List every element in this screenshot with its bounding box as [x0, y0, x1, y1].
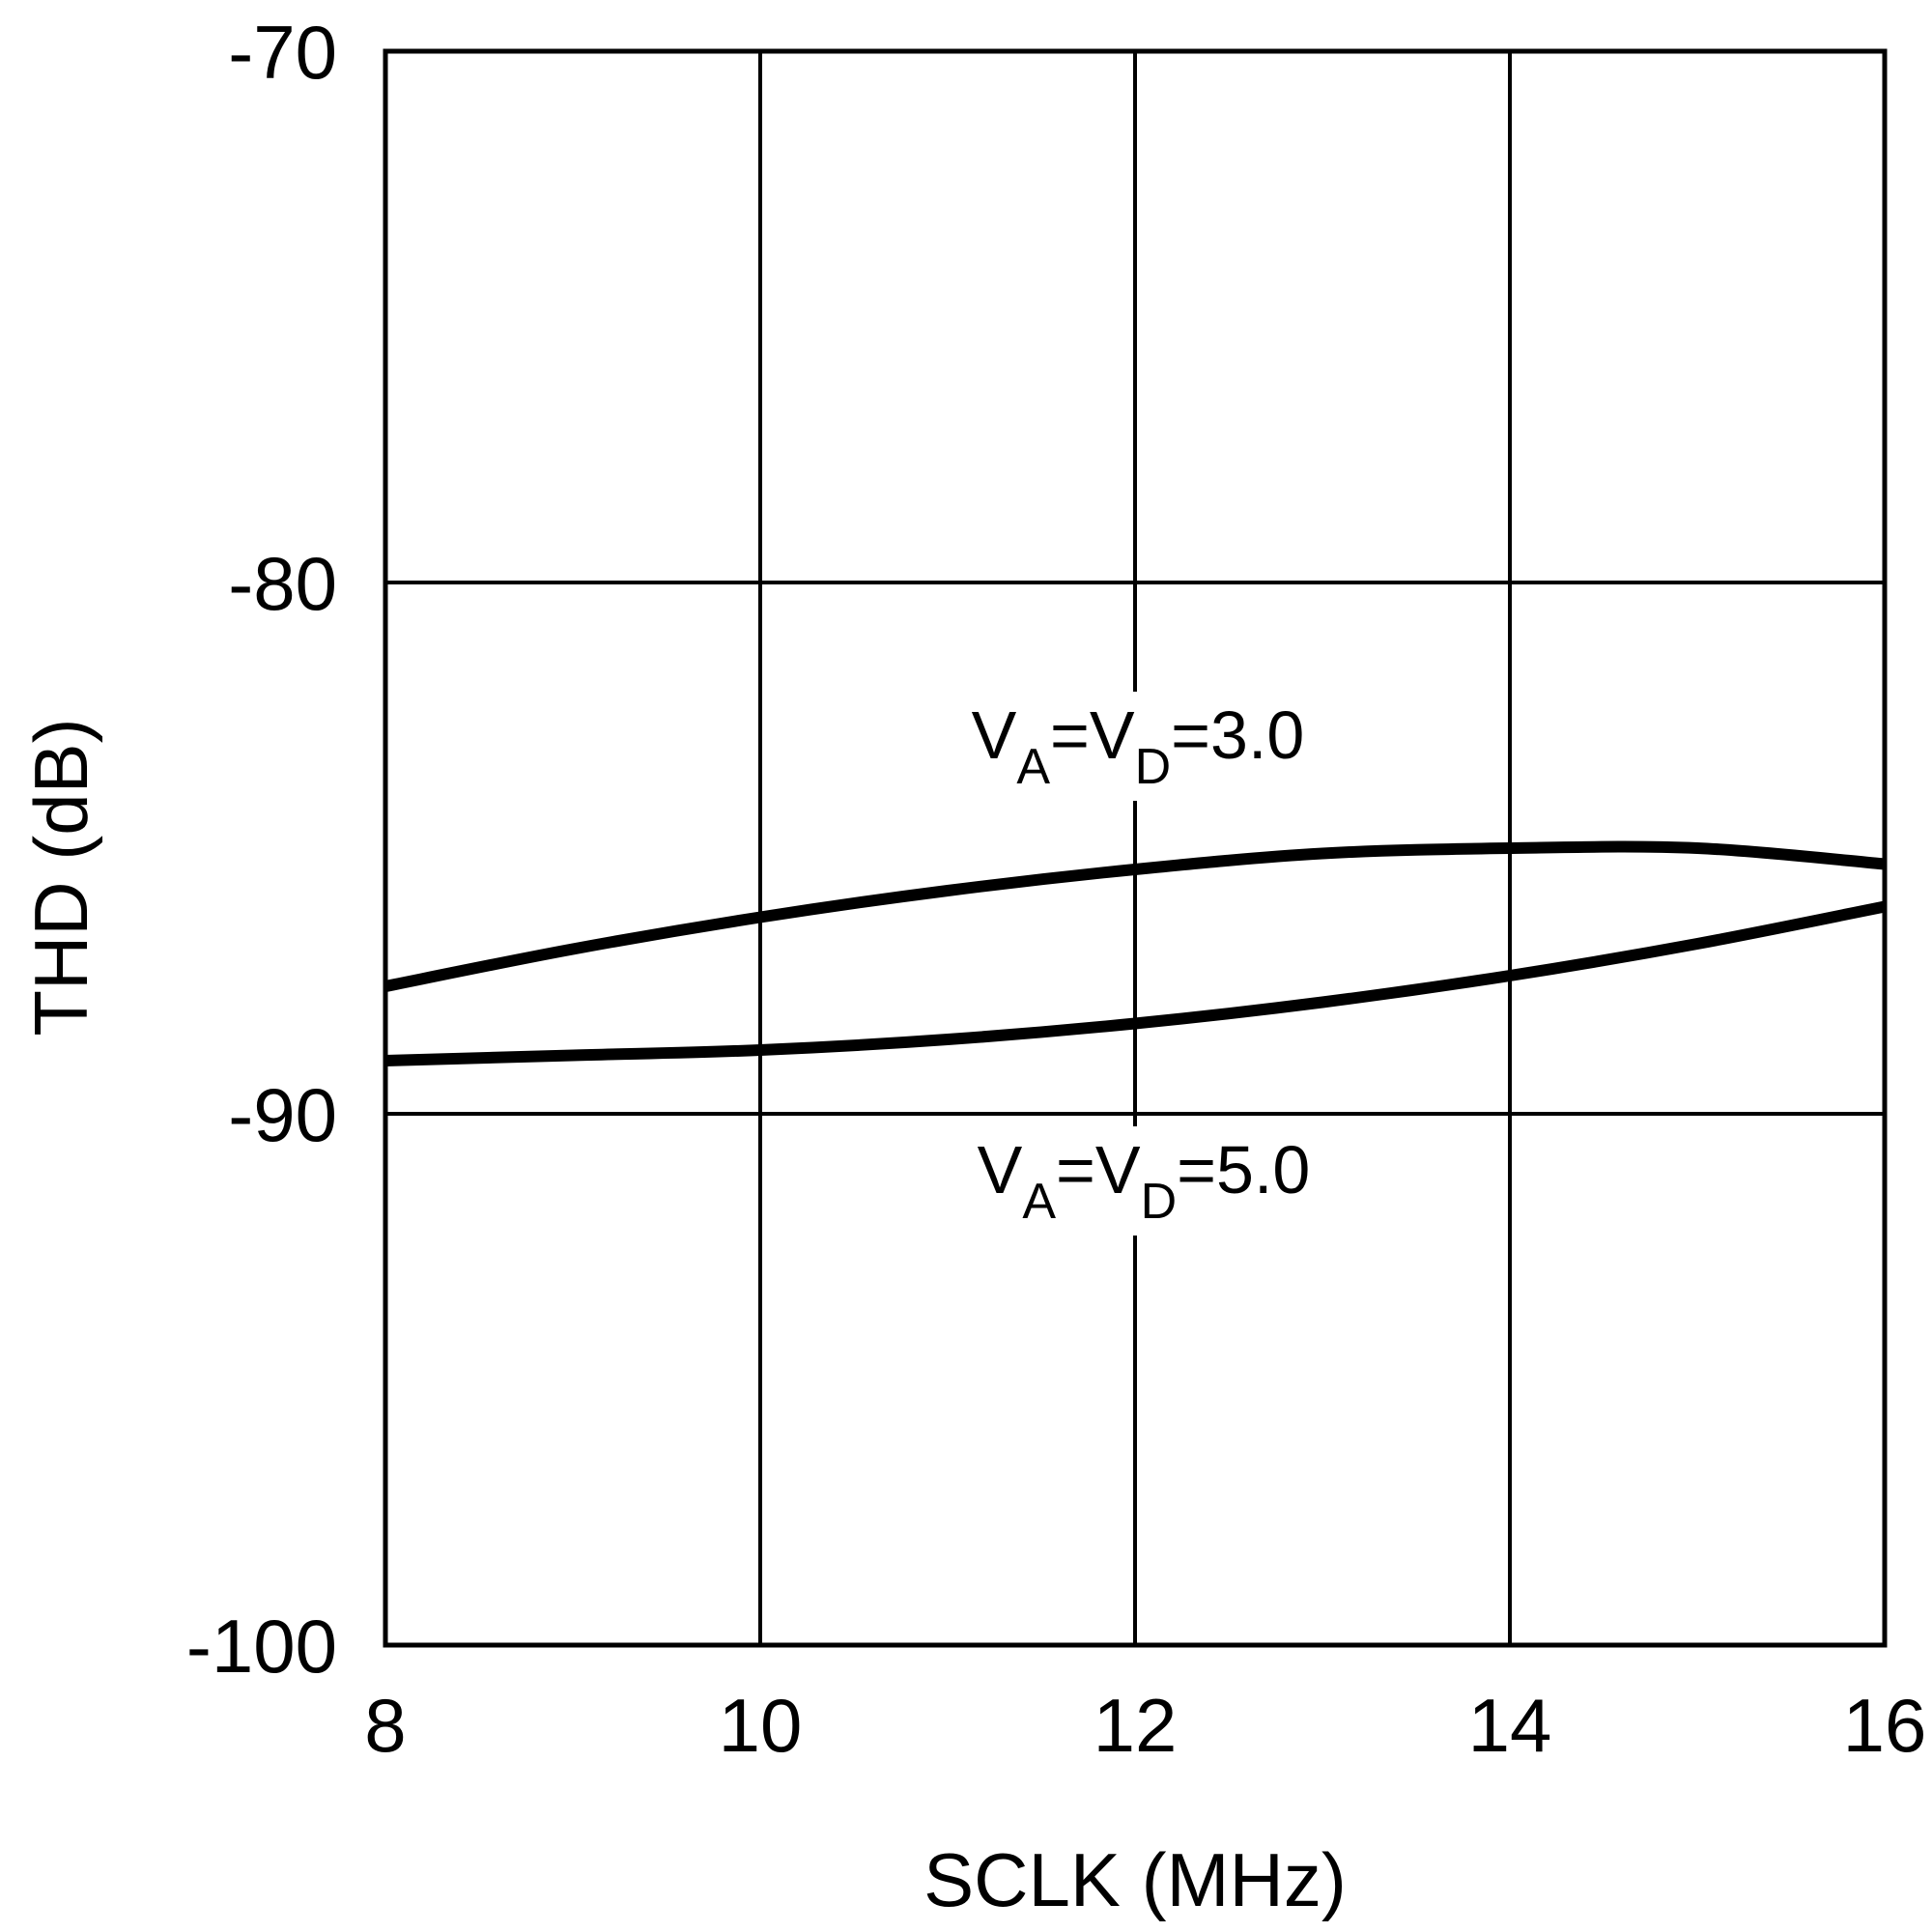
- annotation-backing: [957, 692, 1319, 801]
- plot-frame: [383, 48, 1888, 1648]
- x-tick-label-1: 10: [719, 1683, 803, 1768]
- y-tick-label-3: -100: [186, 1604, 337, 1689]
- annotation-subscript: D: [1141, 1174, 1178, 1230]
- annotation-backing: [963, 1126, 1324, 1236]
- x-axis-label: SCLK (MHz): [923, 1837, 1347, 1922]
- annotation-subscript: A: [1016, 739, 1050, 795]
- annotation-subscript: A: [1022, 1174, 1056, 1230]
- x-tick-label-3: 14: [1468, 1683, 1552, 1768]
- y-axis-label: THD (dB): [18, 718, 103, 1036]
- y-tick-label-2: -90: [228, 1072, 337, 1157]
- x-tick-label-4: 16: [1843, 1683, 1927, 1768]
- y-tick-label-1: -80: [228, 541, 337, 626]
- series-line-1: [384, 900, 1887, 1066]
- curve-annotation-0: VA=VD=3.0: [957, 692, 1319, 801]
- annotation-subscript: D: [1135, 739, 1172, 795]
- curve-annotations: VA=VD=3.0VA=VD=5.0: [957, 692, 1324, 1236]
- x-tick-label-2: 12: [1094, 1683, 1178, 1768]
- annotation-part: =V: [1050, 697, 1135, 773]
- x-tick-label-0: 8: [364, 1683, 406, 1768]
- annotation-text: VA=VD=5.0: [978, 1132, 1311, 1230]
- annotation-part: V: [972, 697, 1017, 773]
- annotation-part: =V: [1056, 1132, 1141, 1208]
- annotation-text: VA=VD=3.0: [972, 697, 1305, 795]
- series-lines: [384, 840, 1887, 1066]
- tick-labels: 8 10 12 14 16 -70 -80 -90 -100: [186, 10, 1927, 1768]
- y-tick-label-0: -70: [228, 10, 337, 95]
- curve-annotation-1: VA=VD=5.0: [963, 1126, 1324, 1236]
- annotation-part: =5.0: [1177, 1132, 1310, 1208]
- annotation-part: =3.0: [1171, 697, 1304, 773]
- series-line-0: [384, 840, 1886, 992]
- annotation-part: V: [978, 1132, 1023, 1208]
